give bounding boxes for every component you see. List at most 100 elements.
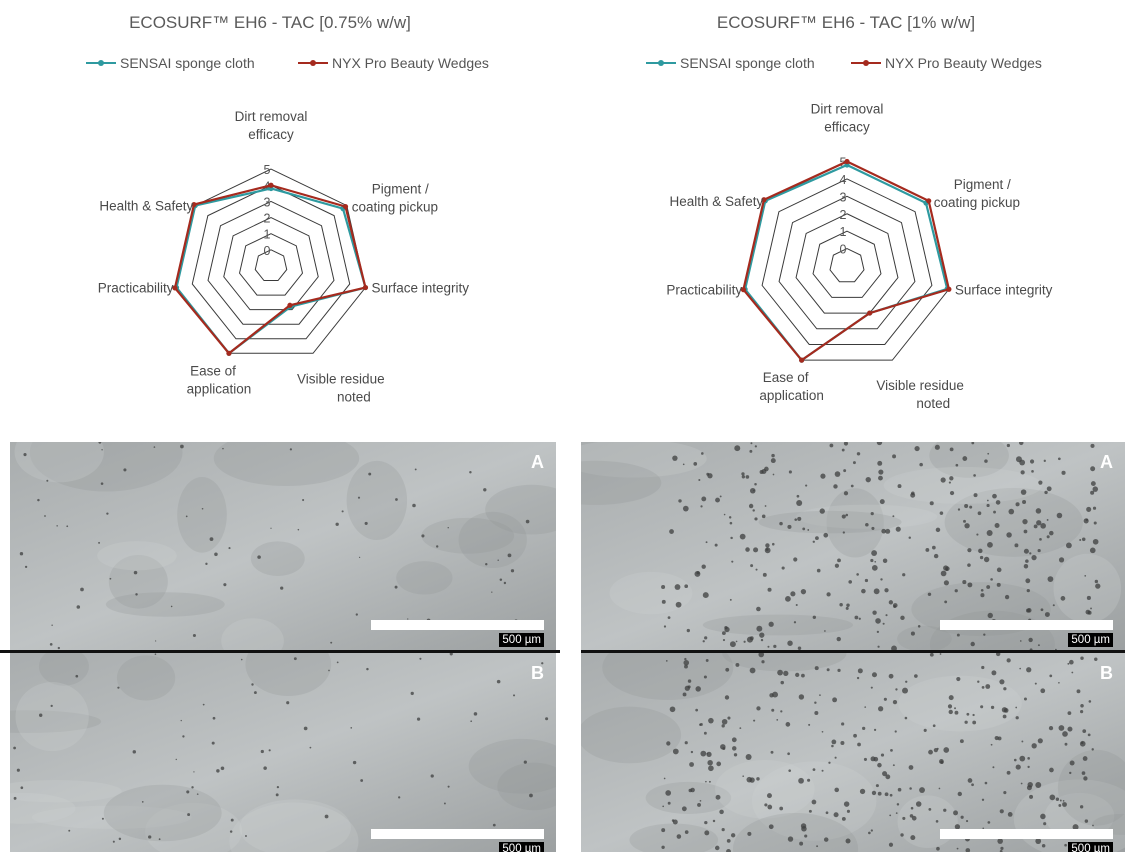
- surface-pit: [878, 706, 884, 712]
- axis-label: Visible residue noted: [297, 371, 385, 404]
- surface-pit: [829, 443, 834, 448]
- surface-pit: [882, 622, 885, 625]
- surface-pit: [779, 806, 784, 811]
- surface-pit: [882, 558, 888, 563]
- surface-pit: [707, 473, 713, 479]
- surface-pit: [808, 809, 812, 813]
- tick-label: 1: [264, 228, 271, 242]
- tick-label: 1: [840, 225, 847, 239]
- surface-pit: [193, 771, 195, 773]
- data-point: [362, 284, 369, 291]
- surface-pit: [1040, 688, 1046, 694]
- surface-pit: [1043, 459, 1046, 462]
- surface-pit: [722, 638, 726, 642]
- surface-pit: [967, 548, 972, 553]
- surface-pit: [1080, 656, 1084, 660]
- surface-pit: [726, 848, 731, 852]
- surface-pit: [891, 645, 897, 650]
- surface-pit: [245, 835, 247, 837]
- surface-pit: [492, 823, 496, 827]
- surface-pit: [1044, 612, 1050, 618]
- surface-pit: [205, 562, 208, 566]
- surface-shade: [629, 823, 719, 852]
- surface-pit: [981, 665, 985, 670]
- surface-pit: [118, 837, 122, 841]
- series-line: [175, 187, 367, 355]
- surface-pit: [799, 841, 804, 846]
- tick-label: 0: [840, 243, 847, 257]
- surface-pit: [708, 765, 714, 772]
- surface-shade: [31, 805, 192, 829]
- surface-pit: [892, 515, 895, 518]
- data-point: [342, 203, 349, 210]
- surface-pit: [1048, 726, 1054, 731]
- surface-pit: [795, 672, 800, 678]
- surface-pit: [843, 469, 847, 473]
- data-point: [191, 201, 197, 208]
- surface-pit: [1072, 824, 1079, 831]
- surface-pit: [410, 691, 414, 696]
- surface-shade: [14, 442, 104, 483]
- surface-pit: [768, 824, 774, 830]
- surface-pit: [888, 673, 894, 679]
- surface-pit: [934, 444, 940, 450]
- surface-pit: [767, 587, 772, 592]
- surface-pit: [686, 628, 690, 633]
- surface-pit: [787, 752, 790, 756]
- surface-pit: [705, 659, 709, 662]
- surface-pit: [884, 588, 889, 593]
- surface-pit: [1028, 637, 1033, 643]
- surface-pit: [24, 565, 28, 569]
- surface-pit: [1091, 748, 1094, 751]
- axis-label: Visible residue noted: [876, 378, 964, 411]
- surface-pit: [727, 716, 731, 720]
- surface-pit: [772, 542, 775, 546]
- surface-pit: [289, 448, 292, 451]
- surface-shade: [103, 784, 222, 842]
- surface-pit: [852, 461, 856, 465]
- surface-pit: [697, 802, 701, 807]
- surface-pit: [987, 821, 991, 824]
- surface-pit: [935, 527, 941, 533]
- surface-pit: [957, 508, 961, 511]
- surface-pit: [491, 591, 493, 593]
- surface-pit: [762, 572, 767, 577]
- surface-pit: [821, 730, 824, 733]
- surface-pit: [1014, 543, 1019, 548]
- surface-pit: [756, 706, 761, 711]
- surface-pit: [745, 547, 750, 552]
- surface-pit: [845, 513, 849, 517]
- surface-pit: [983, 633, 986, 636]
- surface-pit: [1062, 802, 1067, 807]
- surface-pit: [1037, 644, 1040, 647]
- surface-pit: [123, 468, 127, 472]
- surface-pit: [430, 774, 434, 778]
- surface-pit: [730, 536, 733, 540]
- surface-shade: [396, 561, 453, 595]
- surface-pit: [303, 726, 308, 731]
- surface-pit: [1090, 490, 1095, 495]
- surface-pit: [721, 631, 726, 636]
- surface-pit: [1049, 674, 1053, 678]
- surface-pit: [1049, 530, 1054, 536]
- surface-pit: [769, 693, 774, 698]
- surface-pit: [999, 809, 1004, 814]
- surface-pit: [57, 646, 61, 650]
- surface-pit: [1058, 725, 1065, 731]
- surface-pit: [1047, 576, 1054, 582]
- surface-pit: [1069, 771, 1072, 775]
- surface-pit: [914, 445, 920, 452]
- surface-pit: [1026, 785, 1032, 791]
- surface-pit: [1080, 741, 1084, 745]
- surface-pit: [729, 641, 736, 648]
- surface-pit: [976, 533, 979, 536]
- surface-pit: [1002, 714, 1007, 719]
- surface-pit: [933, 553, 939, 559]
- surface-pit: [864, 578, 869, 583]
- surface-pit: [896, 803, 900, 806]
- surface-pit: [56, 525, 58, 527]
- surface-pit: [394, 585, 398, 589]
- series-line: [742, 160, 951, 362]
- surface-pit: [729, 521, 733, 525]
- surface-pit: [739, 727, 742, 730]
